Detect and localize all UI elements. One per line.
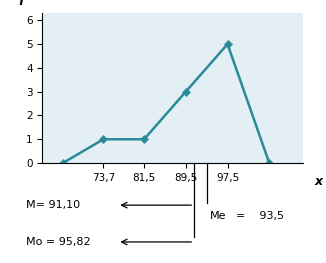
Text: x: x	[315, 175, 323, 188]
Text: =    93,5: = 93,5	[236, 211, 284, 221]
Text: M= 91,10: M= 91,10	[26, 200, 80, 210]
Text: Me: Me	[210, 211, 227, 221]
Text: Mo = 95,82: Mo = 95,82	[26, 237, 91, 247]
Text: f: f	[19, 0, 24, 8]
